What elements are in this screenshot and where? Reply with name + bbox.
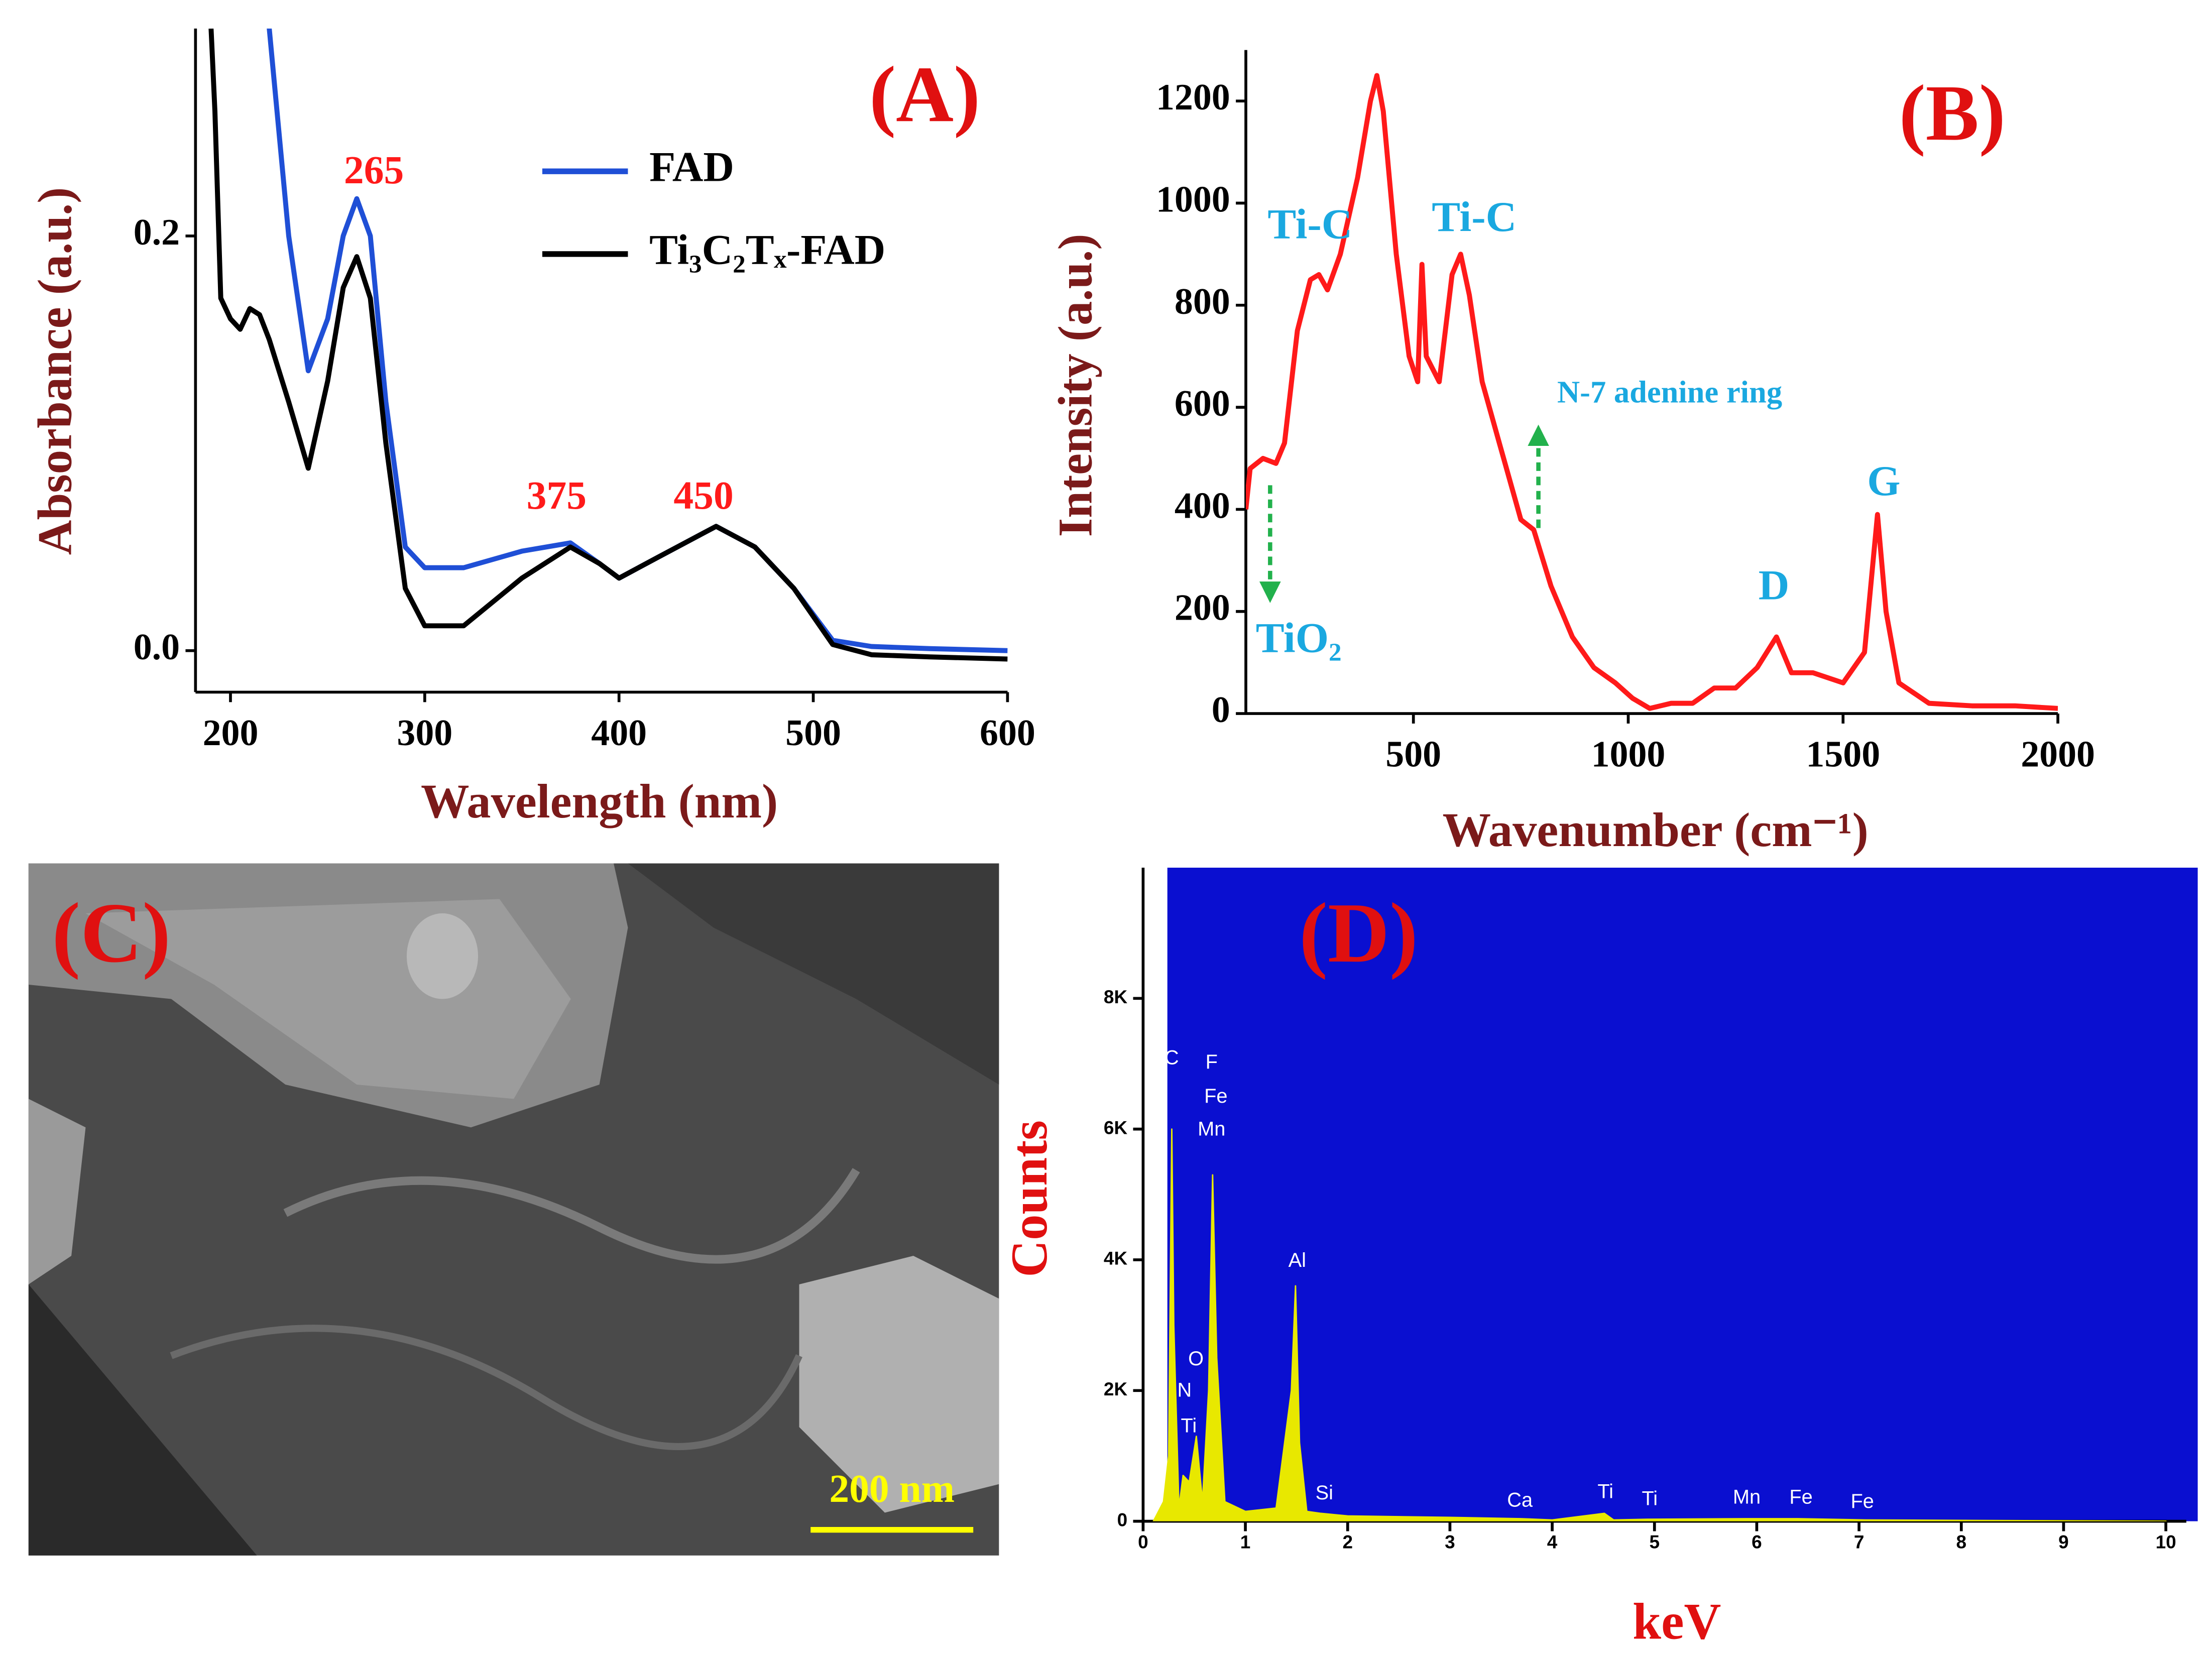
annotation: Fe <box>1851 1490 1874 1512</box>
x-tick-label: 3 <box>1445 1532 1455 1553</box>
annotation: Fe <box>1789 1486 1812 1508</box>
x-axis-label: Wavenumber (cm⁻¹) <box>1443 803 1869 857</box>
x-tick-label: 600 <box>980 712 1035 753</box>
y-axis-label: Intensity (a.u.) <box>1049 233 1102 537</box>
annotation: C <box>1165 1046 1179 1069</box>
y-tick-label: 600 <box>1175 383 1230 424</box>
annotation: Si <box>1316 1482 1333 1504</box>
annotation: N <box>1177 1379 1192 1401</box>
plot-background <box>1167 867 2198 1521</box>
annotation: 375 <box>527 474 587 518</box>
y-axis-label: Counts <box>1001 1120 1058 1277</box>
annotation: Ti-C <box>1267 200 1352 248</box>
legend-label: FAD <box>649 144 734 191</box>
x-tick-label: 5 <box>1649 1532 1660 1553</box>
series-line <box>1246 73 2058 711</box>
annotation: Mn <box>1198 1118 1225 1140</box>
x-tick-label: 400 <box>591 712 647 753</box>
x-tick-label: 1 <box>1240 1532 1251 1553</box>
annotation: 450 <box>673 474 733 518</box>
y-tick-label: 200 <box>1175 587 1230 628</box>
y-tick-label: 6K <box>1104 1117 1128 1138</box>
x-tick-label: 6 <box>1752 1532 1762 1553</box>
x-tick-label: 1000 <box>1591 734 1666 775</box>
annotation: Al <box>1289 1249 1306 1271</box>
x-tick-label: 10 <box>2156 1532 2176 1553</box>
annotation: Fe <box>1204 1085 1227 1107</box>
x-tick-label: 500 <box>785 712 841 753</box>
x-tick-label: 9 <box>2058 1532 2069 1553</box>
panel-label: (C) <box>52 885 171 980</box>
y-tick-label: 1000 <box>1156 178 1230 219</box>
annotation: Ti-C <box>1432 193 1517 241</box>
sem-image <box>28 863 999 1556</box>
x-tick-label: 2 <box>1342 1532 1353 1553</box>
y-tick-label: 0 <box>1212 689 1230 730</box>
x-tick-label: 8 <box>1956 1532 1966 1553</box>
annotation: O <box>1188 1348 1204 1370</box>
x-tick-label: 0 <box>1138 1532 1148 1553</box>
y-tick-label: 0.2 <box>134 211 180 253</box>
x-axis-label: Wavelength (nm) <box>421 774 778 828</box>
annotation: F <box>1206 1051 1218 1073</box>
scale-bar-label: 200 nm <box>829 1467 955 1511</box>
annotation: Ca <box>1507 1489 1533 1511</box>
y-tick-label: 800 <box>1175 281 1230 322</box>
annotation: Ti <box>1642 1487 1658 1509</box>
spectrum-area <box>1152 1128 2167 1521</box>
y-tick-label: 2K <box>1104 1379 1128 1399</box>
y-tick-label: 400 <box>1175 485 1230 526</box>
y-axis-label: Absorbance (a.u.) <box>28 187 82 555</box>
panel-label: (A) <box>869 50 980 139</box>
annotation: N-7 adenine ring <box>1557 375 1782 410</box>
series-line <box>208 28 1008 662</box>
y-tick-label: 1200 <box>1156 76 1230 117</box>
x-tick-label: 500 <box>1385 734 1441 775</box>
y-tick-label: 8K <box>1104 987 1128 1007</box>
x-axis-label: keV <box>1633 1593 1721 1650</box>
x-tick-label: 1500 <box>1806 734 1880 775</box>
x-tick-label: 4 <box>1547 1532 1558 1553</box>
legend-label: Ti₃C₂Tₓ-FAD <box>649 226 885 274</box>
annotation: Ti <box>1597 1480 1613 1502</box>
y-tick-label: 0.0 <box>134 626 180 667</box>
annotation: TiO₂ <box>1256 615 1342 662</box>
annotation: Mn <box>1733 1486 1761 1508</box>
annotation: Ti <box>1181 1415 1197 1437</box>
x-tick-label: 2000 <box>2021 734 2095 775</box>
annotation: 265 <box>344 148 404 192</box>
panel-label: (D) <box>1299 885 1418 980</box>
annotation: D <box>1759 561 1790 609</box>
annotation: G <box>1867 457 1900 505</box>
x-tick-label: 200 <box>203 712 259 753</box>
y-tick-label: 4K <box>1104 1248 1128 1269</box>
y-tick-label: 0 <box>1117 1509 1128 1530</box>
panel-label: (B) <box>1899 69 2006 157</box>
x-tick-label: 300 <box>397 712 452 753</box>
x-tick-label: 7 <box>1854 1532 1865 1553</box>
